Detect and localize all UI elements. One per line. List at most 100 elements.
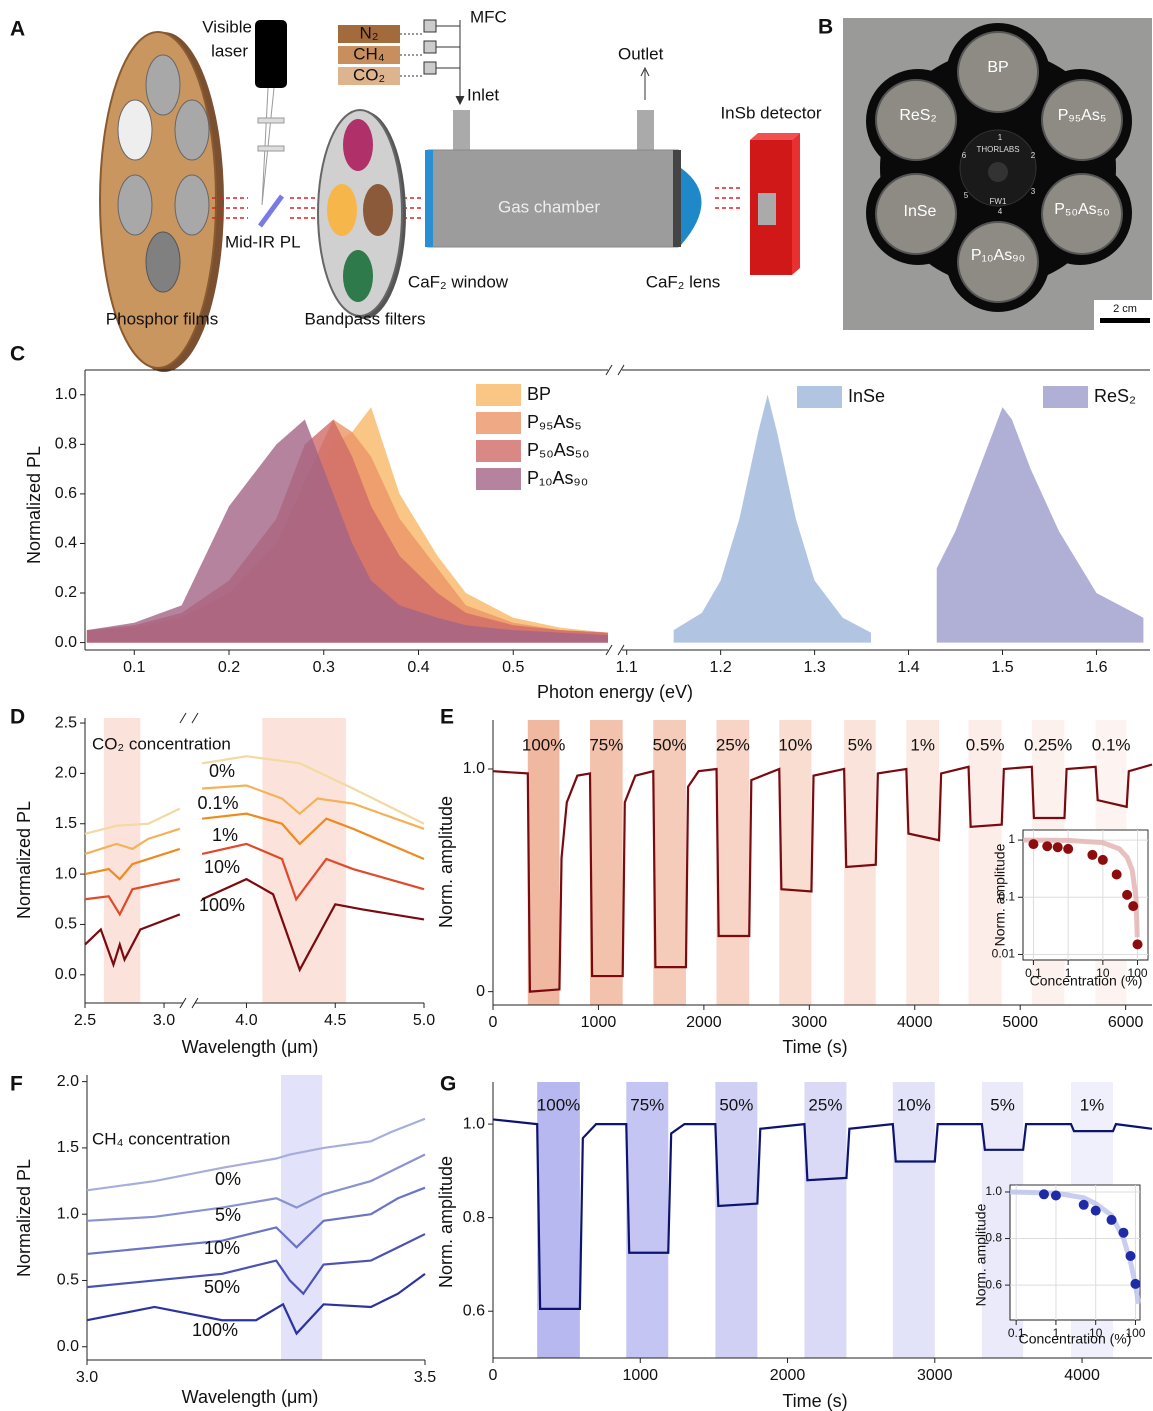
y-tick-label: 1.5 — [57, 1139, 79, 1156]
y-tick-label: 1.0 — [57, 1205, 79, 1222]
legend-label: InSe — [848, 386, 885, 406]
exposure-region — [893, 1082, 935, 1358]
wheel-position: 2 — [1031, 151, 1036, 160]
y-axis-title: Normalized PL — [14, 801, 34, 919]
x-axis-title: Time (s) — [782, 1037, 847, 1057]
detector — [792, 133, 800, 275]
data-point — [1118, 1228, 1128, 1238]
y-axis-title: Norm. amplitude — [992, 843, 1008, 946]
film — [146, 55, 180, 115]
x-axis-title: Photon energy (eV) — [537, 682, 693, 702]
label: Phosphor films — [106, 309, 218, 328]
curve-label: 100% — [192, 1320, 238, 1340]
exposure-region — [844, 720, 876, 1005]
region-label: 5% — [990, 1095, 1015, 1114]
data-point — [1112, 870, 1122, 880]
region-label: 100% — [522, 735, 565, 754]
data-point — [1130, 1279, 1140, 1289]
y-tick-label: 0.8 — [463, 1209, 485, 1226]
panel-label: E — [440, 706, 454, 729]
legend-label: P₉₅As₅ — [527, 412, 582, 432]
panel-label: G — [440, 1073, 456, 1096]
data-point — [1087, 850, 1097, 860]
region-label: 25% — [716, 735, 750, 754]
y-tick-label: 0.2 — [55, 584, 77, 601]
region-label: 5% — [848, 735, 873, 754]
legend-label: ReS₂ — [1094, 386, 1136, 406]
axis-break — [606, 645, 624, 655]
region-label: 100% — [537, 1095, 580, 1114]
exposure-region — [626, 1082, 668, 1358]
x-tick-label: 1.5 — [991, 659, 1013, 676]
region-label: 50% — [719, 1095, 753, 1114]
x-tick-label: 2000 — [686, 1014, 722, 1031]
x-tick-label: 1000 — [622, 1367, 658, 1384]
wheel-position: 4 — [998, 207, 1003, 216]
inset-frame — [1010, 1185, 1140, 1320]
chamber-end — [673, 150, 681, 247]
label: Outlet — [618, 44, 664, 63]
wheel-position: 1 — [998, 133, 1003, 142]
x-tick-label: 4000 — [1064, 1367, 1100, 1384]
legend-swatch — [476, 412, 521, 434]
y-axis-title: Norm. amplitude — [436, 1156, 456, 1288]
gas-lines — [400, 20, 649, 104]
annotation: CH₄ concentration — [92, 1129, 230, 1148]
region-label: 1% — [910, 735, 935, 754]
data-point — [1122, 890, 1132, 900]
y-axis-title: Normalized PL — [14, 1159, 34, 1277]
x-tick-label: 2000 — [770, 1367, 806, 1384]
lens — [681, 168, 702, 245]
y-tick-label: 2.0 — [57, 1073, 79, 1090]
data-point — [1028, 839, 1038, 849]
data-point — [1125, 1251, 1135, 1261]
y-tick-label: 0.0 — [57, 1338, 79, 1355]
y-tick-label: 0.8 — [55, 436, 77, 453]
x-tick-label: 0.4 — [407, 659, 429, 676]
region-label: 0.1% — [1092, 735, 1131, 754]
outlet-pipe — [637, 110, 654, 150]
legend-swatch — [476, 440, 521, 462]
setup-diagram: Visible laser N₂ CH₄ CO₂ MFC Inlet Outle… — [100, 7, 822, 372]
film — [118, 100, 152, 160]
y-tick-label: 1.0 — [55, 865, 77, 882]
y-tick-label: 0 — [476, 983, 485, 1000]
label: MFC — [470, 7, 507, 26]
x-tick-label: 3.0 — [76, 1369, 98, 1386]
spectrum-area — [937, 407, 1144, 642]
data-point — [1063, 844, 1073, 854]
x-tick-label: 3.0 — [153, 1012, 175, 1029]
wheel-position: 3 — [1031, 187, 1036, 196]
legend-label: BP — [527, 384, 551, 404]
data-point — [1133, 939, 1143, 949]
y-tick-label: 0.6 — [55, 485, 77, 502]
label: Visible — [202, 17, 252, 36]
spectrum-area — [674, 395, 871, 643]
exposure-region — [717, 720, 750, 1005]
region-label: 0.25% — [1024, 735, 1072, 754]
x-axis-title: Concentration (%) — [1019, 1331, 1132, 1347]
y-tick-label: 1.5 — [55, 815, 77, 832]
data-point — [1051, 1190, 1061, 1200]
film — [175, 100, 209, 160]
curve-label: 0% — [209, 761, 235, 781]
axis-break — [180, 713, 198, 723]
curve-label: 0.1% — [197, 793, 238, 813]
x-tick-label: 1.6 — [1085, 659, 1107, 676]
x-tick-label: 1.3 — [803, 659, 825, 676]
y-axis-title: Normalized PL — [24, 446, 44, 564]
detector-chip — [758, 193, 776, 225]
curve-label: 0% — [215, 1169, 241, 1189]
sample-label: P₉₅As₅ — [1058, 107, 1107, 124]
legend-label: P₁₀As₉₀ — [527, 468, 588, 488]
curve-label: 100% — [199, 895, 245, 915]
y-tick-label: 0.4 — [55, 535, 77, 552]
filter — [363, 184, 393, 236]
y-tick-label: 2.5 — [55, 714, 77, 731]
data-point — [1091, 1206, 1101, 1216]
label: InSb detector — [720, 103, 821, 122]
sample-label: InSe — [904, 203, 937, 220]
film — [175, 175, 209, 235]
x-tick-label: 1.1 — [616, 659, 638, 676]
x-tick-label: 5.0 — [413, 1012, 435, 1029]
